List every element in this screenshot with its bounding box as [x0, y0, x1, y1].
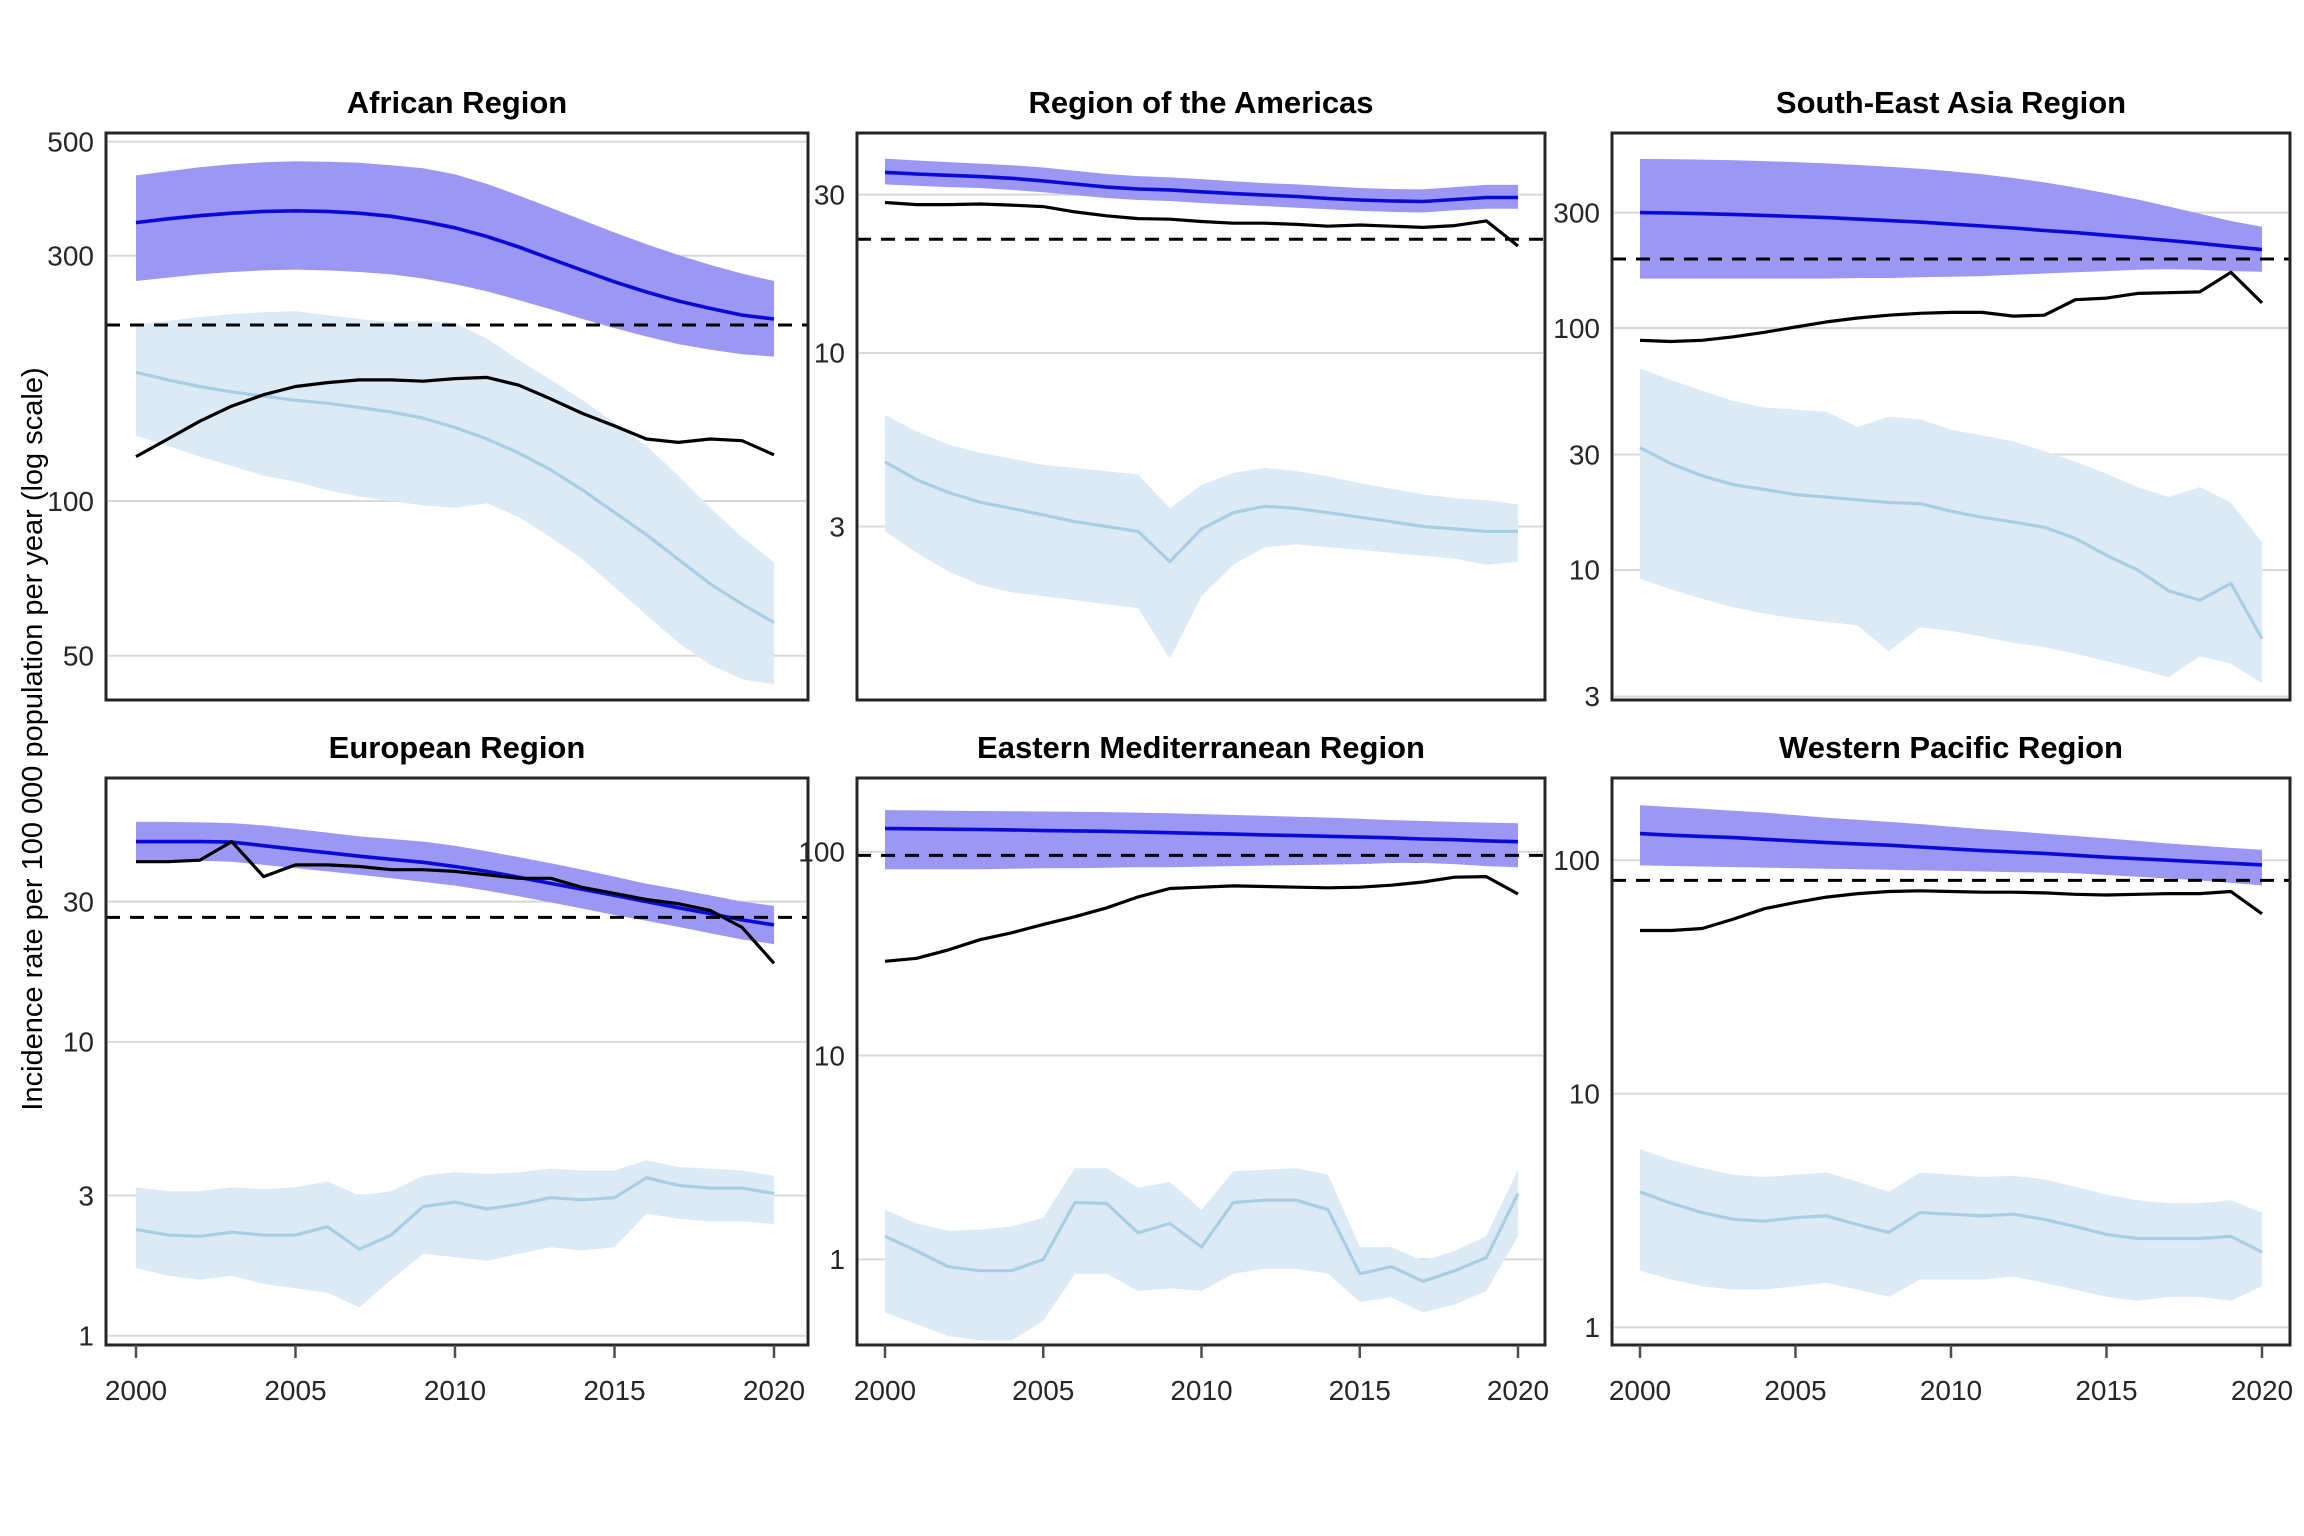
light-blue-series-line: [884, 460, 1518, 564]
y-tick-label: 3: [78, 1180, 94, 1211]
y-axis-title: Incidence rate per 100 000 population pe…: [17, 367, 49, 1110]
y-tick-label: 100: [1553, 313, 1600, 344]
panel-western-pacific-region: Western Pacific Region 100 10 1 2000 2005 2010…: [1553, 730, 2293, 1406]
y-tick-label: 10: [1569, 1079, 1600, 1110]
x-tick-label: 2010: [424, 1375, 486, 1406]
panel-title-region-of-the-americas: Region of the Americas: [1028, 85, 1373, 120]
x-tick-label: 2005: [1012, 1375, 1074, 1406]
panel-title-european-region: European Region: [329, 730, 586, 765]
y-tick-label: 30: [63, 886, 94, 917]
y-tick-label: 100: [1553, 845, 1600, 876]
secondary-uncertainty-band: [885, 1168, 1518, 1341]
panel-border: [104, 131, 810, 702]
y-tick-label: 10: [814, 1040, 845, 1071]
y-tick-label: 3: [829, 511, 845, 542]
light-blue-series-line: [1639, 1190, 2263, 1254]
x-tick-label: 2020: [743, 1375, 805, 1406]
y-tick-label: 10: [1569, 555, 1600, 586]
blue-estimate-line: [135, 209, 775, 321]
estimate-uncertainty-band: [1640, 805, 2262, 886]
y-tick-label: 1: [829, 1244, 845, 1275]
secondary-uncertainty-band: [1640, 1149, 2262, 1301]
x-tick-label: 2005: [264, 1375, 326, 1406]
blue-estimate-line: [884, 170, 1518, 204]
y-tick-label: 10: [814, 338, 845, 369]
y-tick-label: 500: [47, 127, 94, 158]
y-tick-label: 300: [47, 241, 94, 272]
black-series-line: [1640, 889, 2263, 933]
black-series-line: [884, 200, 1519, 248]
blue-estimate-line: [1639, 210, 2263, 252]
secondary-uncertainty-band: [885, 415, 1518, 659]
panel-border: [855, 131, 1547, 702]
panel-title-eastern-mediterranean-region: Eastern Mediterranean Region: [977, 730, 1425, 765]
blue-estimate-line: [136, 839, 775, 927]
light-blue-series-line: [1639, 446, 2264, 640]
black-series-line: [1639, 270, 2264, 344]
y-tick-label: 50: [63, 641, 94, 672]
black-series-line: [884, 875, 1519, 963]
panel-european-region: European Region 30 10 3 1 2000 2005 2010 2015 202…: [63, 730, 810, 1406]
x-tick-label: 2015: [2075, 1375, 2137, 1406]
x-tick-label: 2015: [583, 1375, 645, 1406]
y-tick-label: 1: [78, 1321, 94, 1352]
x-tick-label: 2010: [1170, 1375, 1232, 1406]
panel-south-east-asia-region: South-East Asia Region 300 100 30 10 3: [1553, 85, 2292, 712]
black-series-line: [135, 375, 775, 459]
estimate-uncertainty-band: [885, 810, 1518, 870]
y-tick-label: 30: [814, 179, 845, 210]
x-tick-label: 2000: [1609, 1375, 1671, 1406]
secondary-uncertainty-band: [136, 1160, 774, 1308]
panel-border: [104, 776, 810, 1347]
panel-title-western-pacific-region: Western Pacific Region: [1779, 730, 2123, 765]
x-tick-label: 2005: [1764, 1375, 1826, 1406]
x-tick-label: 2015: [1329, 1375, 1391, 1406]
y-tick-label: 3: [1584, 681, 1600, 712]
estimate-uncertainty-band: [1640, 158, 2262, 279]
estimate-uncertainty-band: [136, 821, 774, 945]
y-tick-label: 100: [798, 837, 845, 868]
secondary-uncertainty-band: [1640, 368, 2262, 684]
blue-estimate-line: [1639, 831, 2263, 867]
y-tick-label: 300: [1553, 197, 1600, 228]
panel-title-african-region: African Region: [347, 85, 567, 120]
x-tick-label: 2020: [2231, 1375, 2293, 1406]
panel-eastern-mediterranean-region: Eastern Mediterranean Region 100 10 1 2000 20…: [798, 730, 1549, 1406]
x-tick-label: 2020: [1487, 1375, 1549, 1406]
panel-region-of-the-americas: Region of the Americas 30 10 3: [814, 85, 1547, 702]
blue-estimate-line: [884, 826, 1519, 844]
y-tick-label: 10: [63, 1027, 94, 1058]
black-series-line: [136, 840, 776, 965]
light-blue-series-line: [884, 1192, 1520, 1283]
x-tick-label: 2010: [1920, 1375, 1982, 1406]
secondary-uncertainty-band: [136, 311, 774, 685]
light-blue-series-line: [135, 1176, 775, 1251]
y-tick-label: 100: [47, 486, 94, 517]
panel-border: [1610, 131, 2292, 702]
panels-group: African Region 500 300 100 50 Region of the A…: [47, 85, 2293, 1406]
panel-african-region: African Region 500 300 100 50: [47, 85, 810, 702]
y-tick-label: 1: [1584, 1312, 1600, 1343]
x-tick-label: 2000: [854, 1375, 916, 1406]
panel-title-south-east-asia-region: South-East Asia Region: [1776, 85, 2126, 120]
light-blue-series-line: [135, 370, 775, 624]
x-tick-label: 2000: [105, 1375, 167, 1406]
y-tick-label: 30: [1569, 439, 1600, 470]
